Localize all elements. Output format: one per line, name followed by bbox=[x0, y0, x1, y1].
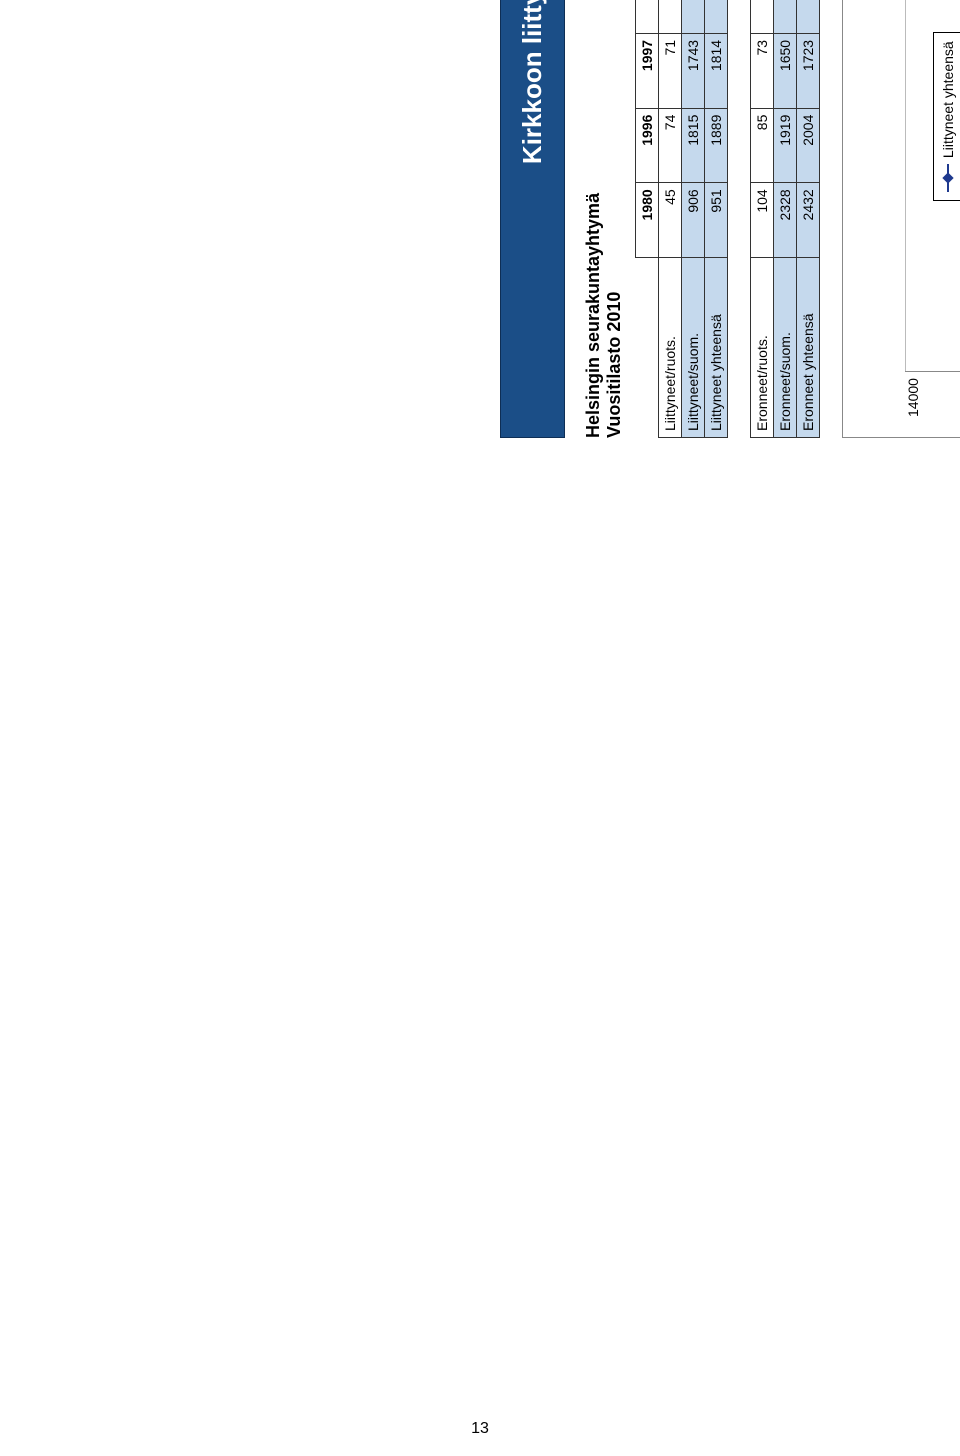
year-header: 1998 bbox=[636, 0, 659, 33]
table-cell: 1912 bbox=[705, 0, 728, 33]
table-cell: 2053 bbox=[797, 0, 820, 33]
table-cell: 1810 bbox=[682, 0, 705, 33]
table-cell: 2004 bbox=[797, 108, 820, 183]
org-line1: Helsingin seurakuntayhtymä bbox=[583, 193, 603, 438]
page-title: Kirkkoon liittyneet ja kirkosta eronneet… bbox=[500, 0, 565, 438]
table-row: Eronneet/suom.23281919165019821645227021… bbox=[774, 0, 797, 438]
table-cell: 2328 bbox=[774, 183, 797, 258]
table-cell: 1982 bbox=[774, 0, 797, 33]
table-cell: 85 bbox=[751, 108, 774, 183]
joined-table: 1980199619971998199920002001200220032004… bbox=[635, 0, 728, 438]
table-cell: 74 bbox=[659, 108, 682, 183]
chart-yaxis: 14000120001000080006000400020000 bbox=[905, 372, 960, 417]
row-label: Eronneet/ruots. bbox=[751, 258, 774, 438]
ytick-label: 14000 bbox=[905, 378, 921, 417]
year-header: 1997 bbox=[636, 33, 659, 108]
row-label: Eronneet yhteensä bbox=[797, 258, 820, 438]
row-label: Liittyneet/ruots. bbox=[659, 258, 682, 438]
table-cell: 1650 bbox=[774, 33, 797, 108]
table-cell: 1919 bbox=[774, 108, 797, 183]
table-row: Eronneet/ruots.1048573717410183101199171… bbox=[751, 0, 774, 438]
joined-table-header-row: 1980199619971998199920002001200220032004… bbox=[636, 0, 659, 438]
table-cell: 45 bbox=[659, 183, 682, 258]
org-line2: Vuositilasto 2010 bbox=[604, 292, 624, 438]
table-row: Liittyneet/suom.906181517431810180419051… bbox=[682, 0, 705, 438]
table-cell: 71 bbox=[751, 0, 774, 33]
table-row: Liittyneet yhteensä951188918141912187920… bbox=[705, 0, 728, 438]
org-header: Helsingin seurakuntayhtymä Vuositilasto … bbox=[583, 0, 625, 438]
page-number: 13 bbox=[0, 1420, 960, 1438]
left-table: Eronneet/ruots.1048573717410183101199171… bbox=[750, 0, 820, 438]
row-label: Liittyneet/suom. bbox=[682, 258, 705, 438]
year-header: 1996 bbox=[636, 108, 659, 183]
table-cell: 906 bbox=[682, 183, 705, 258]
gridline bbox=[905, 0, 906, 371]
table-corner bbox=[636, 258, 659, 438]
table-cell: 102 bbox=[659, 0, 682, 33]
table-cell: 1743 bbox=[682, 33, 705, 108]
row-label: Liittyneet yhteensä bbox=[705, 258, 728, 438]
table-cell: 1889 bbox=[705, 108, 728, 183]
table-cell: 1814 bbox=[705, 33, 728, 108]
table-cell: 104 bbox=[751, 183, 774, 258]
chart-plot-area: Liittyneet yhteensäEronneet yhteensä bbox=[905, 0, 960, 372]
table-row: Eronneet yhteensä24322004172320531719237… bbox=[797, 0, 820, 438]
table-cell: 1723 bbox=[797, 33, 820, 108]
row-label: Eronneet/suom. bbox=[774, 258, 797, 438]
table-cell: 71 bbox=[659, 33, 682, 108]
chart-container: Kirkkoon liittyneet ja kirkosta eronneet… bbox=[842, 0, 960, 438]
table-cell: 951 bbox=[705, 183, 728, 258]
table-cell: 2432 bbox=[797, 183, 820, 258]
table-cell: 1815 bbox=[682, 108, 705, 183]
year-header: 1980 bbox=[636, 183, 659, 258]
table-cell: 73 bbox=[751, 33, 774, 108]
table-row: Liittyneet/ruots.45747110275968585122751… bbox=[659, 0, 682, 438]
